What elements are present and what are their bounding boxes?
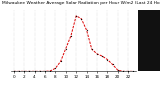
Text: Milwaukee Weather Average Solar Radiation per Hour W/m2 (Last 24 Hours): Milwaukee Weather Average Solar Radiatio… bbox=[2, 1, 160, 5]
